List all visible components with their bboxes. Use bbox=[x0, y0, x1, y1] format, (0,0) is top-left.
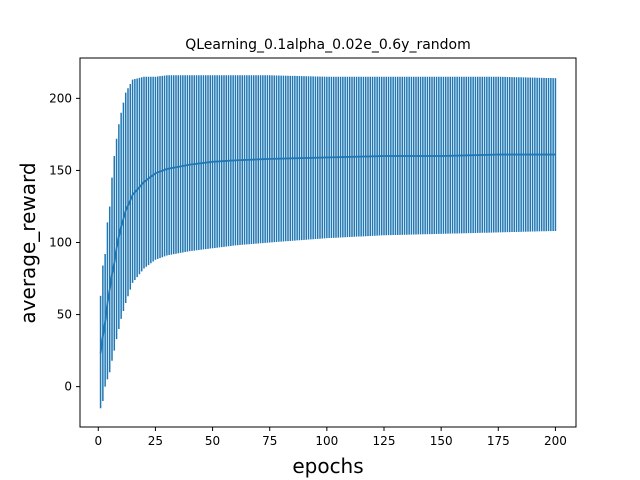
x-tick-label: 175 bbox=[487, 434, 510, 448]
mean-line bbox=[99, 153, 556, 354]
x-tick-label: 100 bbox=[315, 434, 338, 448]
x-tick-label: 200 bbox=[544, 434, 567, 448]
y-tick-label: 100 bbox=[49, 236, 72, 250]
axes-frame bbox=[79, 57, 577, 428]
x-tick-label: 50 bbox=[205, 434, 220, 448]
y-axis-ticks: 0 50 100 150 200 bbox=[49, 91, 80, 394]
y-tick-label: 0 bbox=[64, 380, 72, 394]
x-tick-label: 75 bbox=[262, 434, 277, 448]
y-tick-label: 200 bbox=[49, 91, 72, 105]
x-tick-label: 25 bbox=[148, 434, 163, 448]
x-tick-label: 125 bbox=[373, 434, 396, 448]
y-tick-label: 50 bbox=[57, 308, 72, 322]
x-tick-label: 0 bbox=[94, 434, 102, 448]
x-axis-label: epochs bbox=[292, 454, 363, 478]
y-tick-label: 150 bbox=[49, 163, 72, 177]
x-tick-label: 150 bbox=[430, 434, 453, 448]
x-axis-ticks: 0 25 50 75 100 125 150 175 200 bbox=[94, 427, 567, 448]
y-axis-label: average_reward bbox=[16, 162, 40, 323]
chart-title: QLearning_0.1alpha_0.02e_0.6y_random bbox=[185, 37, 471, 53]
plot-area bbox=[99, 75, 557, 409]
